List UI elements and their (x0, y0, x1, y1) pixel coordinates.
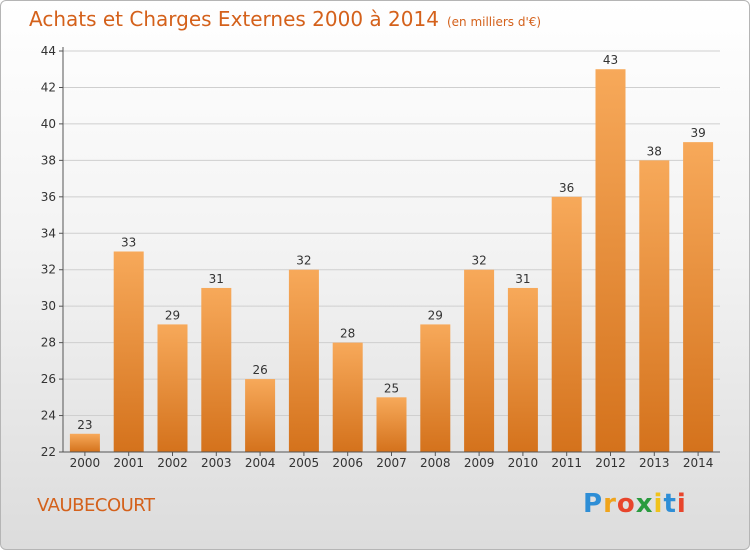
bar (464, 269, 495, 452)
data-label: 43 (603, 53, 618, 67)
logo-letter: i (653, 489, 664, 519)
bar (288, 269, 319, 452)
data-label: 36 (559, 181, 574, 195)
bar (507, 287, 538, 452)
chart-title: Achats et Charges Externes 2000 à 2014 (e… (29, 7, 541, 31)
x-tick-label: 2002 (157, 456, 188, 470)
bars: 23 33 29 31 26 32 28 25 29 32 31 36 43 38 39 (69, 53, 714, 453)
logo-letter: r (603, 489, 617, 519)
data-label: 31 (209, 272, 224, 286)
logo-letter: i (676, 489, 687, 519)
x-tick-label: 2007 (376, 456, 407, 470)
data-label: 33 (121, 236, 136, 250)
x-tick-label: 2012 (595, 456, 626, 470)
y-tick-label: 30 (41, 299, 56, 313)
bar (595, 69, 626, 453)
x-tick-label: 2006 (332, 456, 363, 470)
y-tick-label: 40 (41, 117, 56, 131)
logo-letter: o (616, 489, 636, 519)
y-tick-label: 28 (41, 336, 56, 350)
data-label: 26 (252, 363, 267, 377)
x-tick-label: 2004 (245, 456, 276, 470)
y-tick-label: 44 (41, 44, 56, 58)
y-tick-label: 42 (41, 80, 56, 94)
y-tick-label: 22 (41, 445, 56, 459)
data-label: 32 (296, 254, 311, 268)
proxiti-logo[interactable]: Proxiti (583, 489, 687, 519)
data-label: 29 (428, 308, 443, 322)
x-tick-label: 2008 (420, 456, 451, 470)
logo-letter: x (635, 489, 654, 519)
x-tick-label: 2014 (683, 456, 714, 470)
bar (113, 251, 144, 452)
data-label: 32 (471, 254, 486, 268)
y-tick-label: 26 (41, 372, 56, 386)
logo-letter: P (583, 489, 604, 519)
bar (69, 433, 100, 452)
x-tick-label: 2001 (113, 456, 144, 470)
y-tick-label: 38 (41, 153, 56, 167)
data-label: 39 (690, 126, 705, 140)
y-tick-label: 32 (41, 263, 56, 277)
chart-title-text: Achats et Charges Externes 2000 à 2014 (29, 7, 439, 31)
data-label: 29 (165, 308, 180, 322)
bar (420, 324, 451, 452)
y-tick-label: 24 (41, 409, 56, 423)
x-tick-label: 2005 (289, 456, 320, 470)
y-tick-label: 34 (41, 226, 56, 240)
chart-unit: (en milliers d'€) (446, 15, 542, 29)
bar (376, 397, 407, 452)
bar (157, 324, 188, 452)
bar (332, 342, 363, 452)
axes: 22 24 26 28 30 32 34 36 38 40 42 44 2000 2001 2002 2003… (41, 44, 720, 470)
y-tick-label: 36 (41, 190, 56, 204)
x-tick-label: 2013 (639, 456, 670, 470)
data-label: 23 (77, 418, 92, 432)
data-label: 31 (515, 272, 530, 286)
x-tick-label: 2000 (70, 456, 101, 470)
logo-letter: t (663, 489, 677, 519)
bar (639, 160, 670, 452)
bar (551, 196, 582, 452)
data-label: 28 (340, 327, 355, 341)
bar (201, 287, 232, 452)
location-label: VAUBECOURT (37, 495, 155, 516)
x-tick-label: 2003 (201, 456, 232, 470)
x-tick-label: 2011 (551, 456, 582, 470)
data-label: 25 (384, 381, 399, 395)
x-tick-label: 2009 (464, 456, 495, 470)
bar (683, 142, 714, 453)
x-tick-label: 2010 (508, 456, 539, 470)
data-label: 38 (647, 144, 662, 158)
bar (245, 379, 276, 452)
